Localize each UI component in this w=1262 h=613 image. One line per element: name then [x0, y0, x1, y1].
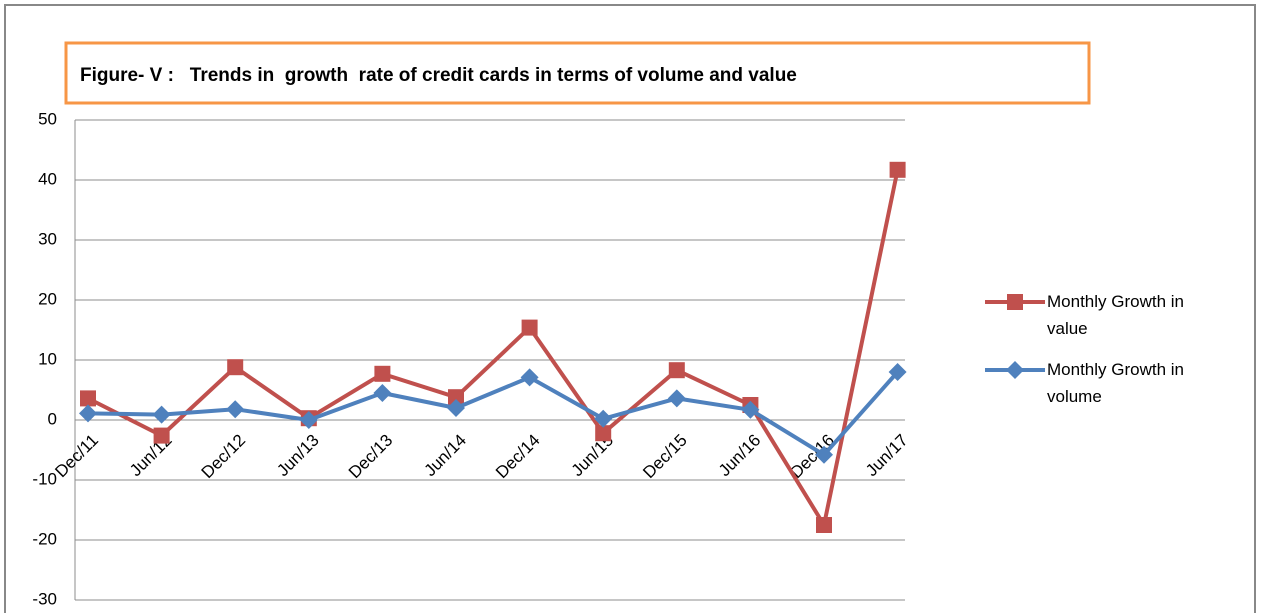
marker	[595, 425, 612, 442]
marker	[447, 399, 465, 417]
y-tick-label: 10	[38, 349, 57, 368]
x-tick-label: Jun/16	[715, 431, 765, 481]
legend-label: Monthly Growth in value	[1047, 292, 1184, 338]
marker	[888, 363, 907, 381]
marker	[668, 362, 685, 379]
marker	[152, 405, 171, 424]
marker	[374, 365, 391, 382]
marker	[741, 400, 760, 419]
x-tick-label: Dec/11	[51, 431, 102, 482]
x-tick-label: Dec/12	[198, 431, 250, 483]
x-tick-label: Jun/17	[862, 431, 912, 481]
marker	[667, 389, 686, 408]
legend-marker	[1007, 294, 1023, 310]
y-tick-label: -30	[32, 589, 57, 608]
y-tick-label: -20	[32, 529, 57, 548]
y-tick-label: 0	[48, 409, 57, 428]
x-tick-label: Dec/15	[639, 431, 691, 483]
marker	[153, 427, 170, 444]
series-line	[87, 169, 900, 527]
x-tick-label: Jun/14	[420, 431, 470, 481]
x-tick-label: Jun/13	[273, 431, 323, 481]
frame	[4, 4, 1256, 613]
series-line	[87, 370, 900, 457]
x-tick-label: Dec/13	[345, 431, 397, 483]
y-tick-label: 30	[38, 229, 57, 248]
legend-label: Monthly Growth in volume	[1047, 360, 1184, 406]
title-box	[64, 41, 1091, 105]
marker	[80, 390, 96, 407]
marker	[299, 411, 318, 429]
marker	[520, 368, 539, 387]
chart-title: Figure- V : Trends in growth rate of cre…	[80, 65, 797, 86]
marker	[79, 404, 97, 423]
marker	[815, 445, 833, 464]
marker	[373, 384, 392, 402]
marker	[448, 389, 464, 406]
y-tick-label: 40	[38, 169, 57, 188]
y-tick-label: 50	[38, 109, 57, 128]
y-tick-label: 20	[38, 289, 57, 308]
y-tick-label: -10	[32, 469, 57, 488]
x-tick-label: Dec/14	[492, 431, 544, 483]
marker	[594, 409, 613, 428]
marker	[889, 161, 906, 178]
marker	[227, 359, 244, 376]
marker	[816, 517, 832, 533]
marker	[226, 400, 245, 419]
marker	[521, 319, 538, 336]
legend-marker	[1006, 361, 1024, 379]
